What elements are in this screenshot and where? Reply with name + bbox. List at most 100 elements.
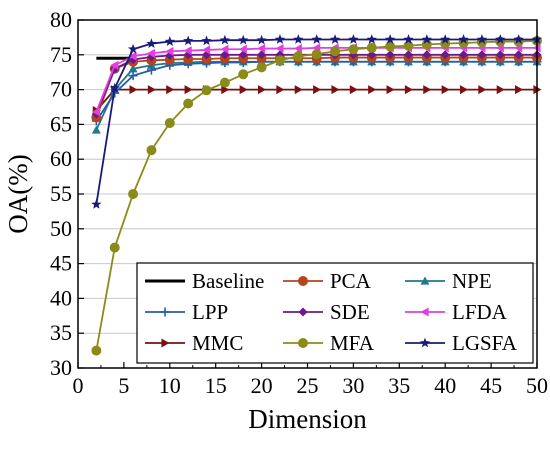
legend-swatch-marker bbox=[298, 276, 308, 286]
point-mfa bbox=[366, 42, 377, 53]
point-mmc bbox=[441, 85, 450, 95]
x-tick-label: 40 bbox=[434, 373, 456, 398]
legend-label: SDE bbox=[330, 300, 370, 324]
point-mfa bbox=[385, 41, 396, 52]
point-mmc bbox=[423, 85, 432, 95]
legend-entry-baseline: Baseline bbox=[145, 269, 264, 293]
point-mfa bbox=[201, 85, 212, 96]
point-mfa bbox=[91, 345, 102, 356]
point-lgsfa bbox=[366, 34, 377, 44]
point-npe bbox=[128, 64, 138, 73]
point-mmc bbox=[294, 85, 303, 95]
point-sde bbox=[514, 50, 524, 60]
point-mmc bbox=[313, 85, 322, 95]
point-lgsfa bbox=[293, 34, 304, 44]
y-tick-label: 40 bbox=[50, 285, 72, 310]
x-tick-label: 25 bbox=[297, 373, 319, 398]
point-sde bbox=[440, 50, 450, 60]
point-lgsfa bbox=[146, 38, 157, 49]
y-tick-label: 70 bbox=[50, 77, 72, 102]
point-lfda bbox=[202, 45, 211, 55]
point-lgsfa bbox=[311, 34, 322, 44]
point-lfda bbox=[293, 44, 302, 54]
legend-swatch-marker bbox=[419, 337, 431, 348]
point-lfda bbox=[275, 44, 284, 54]
point-mmc bbox=[349, 85, 358, 95]
y-tick-label: 50 bbox=[50, 216, 72, 241]
y-axis-label: OA(%) bbox=[3, 154, 33, 233]
point-mfa bbox=[311, 49, 322, 60]
point-lgsfa bbox=[440, 34, 451, 44]
point-lgsfa bbox=[329, 34, 341, 44]
legend-swatch-marker bbox=[298, 338, 308, 348]
point-lgsfa bbox=[458, 34, 469, 44]
legend-entry-mmc: MMC bbox=[145, 331, 243, 355]
x-tick-label: 45 bbox=[480, 373, 502, 398]
y-tick-label: 55 bbox=[50, 181, 72, 206]
y-tick-label: 30 bbox=[50, 355, 72, 380]
point-mmc bbox=[404, 85, 413, 95]
legend-entry-lgsfa: LGSFA bbox=[405, 331, 518, 355]
legend-entry-npe: NPE bbox=[405, 269, 492, 293]
point-mfa bbox=[109, 242, 120, 253]
point-mfa bbox=[238, 69, 249, 80]
point-mfa bbox=[330, 46, 341, 57]
y-tick-label: 75 bbox=[50, 42, 72, 67]
x-tick-label: 0 bbox=[73, 373, 84, 398]
legend-label: NPE bbox=[452, 269, 492, 293]
x-tick-label: 5 bbox=[118, 373, 129, 398]
x-tick-label: 35 bbox=[388, 373, 410, 398]
legend-swatch-marker bbox=[420, 307, 429, 317]
point-mmc bbox=[331, 85, 340, 95]
point-lgsfa bbox=[476, 34, 488, 44]
point-lgsfa bbox=[127, 43, 139, 54]
legend-label: LPP bbox=[192, 300, 228, 324]
legend-label: MFA bbox=[330, 331, 375, 355]
point-sde bbox=[495, 50, 505, 60]
point-lgsfa bbox=[91, 199, 102, 209]
point-mfa bbox=[274, 55, 285, 66]
point-lgsfa bbox=[495, 34, 506, 44]
point-lfda bbox=[220, 44, 229, 54]
point-npe bbox=[91, 125, 101, 134]
legend: Baseline LPP MMC PCA SDE MFA NPE LFDA LGSFA bbox=[136, 262, 534, 364]
point-lgsfa bbox=[109, 82, 120, 93]
point-mmc bbox=[386, 85, 395, 95]
point-mmc bbox=[147, 85, 156, 95]
legend-entry-lpp: LPP bbox=[145, 300, 228, 324]
point-lgsfa bbox=[183, 35, 194, 46]
point-mmc bbox=[184, 85, 193, 95]
x-tick-label: 15 bbox=[205, 373, 227, 398]
point-mmc bbox=[515, 85, 524, 95]
point-sde bbox=[422, 50, 432, 60]
x-tick-label: 10 bbox=[159, 373, 181, 398]
point-mfa bbox=[164, 118, 175, 129]
point-mfa bbox=[348, 44, 359, 55]
x-tick-label: 30 bbox=[342, 373, 364, 398]
y-tick-label: 35 bbox=[50, 320, 72, 345]
point-mfa bbox=[183, 98, 194, 109]
y-tick-label: 45 bbox=[50, 251, 72, 276]
legend-label: MMC bbox=[192, 331, 243, 355]
point-lgsfa bbox=[513, 34, 524, 44]
point-lgsfa bbox=[348, 34, 359, 44]
legend-label: LFDA bbox=[452, 300, 508, 324]
point-mfa bbox=[403, 40, 414, 51]
point-lgsfa bbox=[219, 34, 231, 45]
legend-swatch-marker bbox=[298, 307, 308, 317]
point-mmc bbox=[166, 85, 175, 95]
point-mmc bbox=[276, 85, 285, 95]
legend-label: PCA bbox=[330, 269, 372, 293]
point-lfda bbox=[165, 46, 174, 56]
legend-entry-pca: PCA bbox=[283, 269, 372, 293]
point-lpp bbox=[146, 65, 156, 75]
series-mmc bbox=[92, 85, 542, 115]
point-lfda bbox=[146, 48, 156, 58]
x-axis-label: Dimension bbox=[248, 404, 367, 434]
point-lfda bbox=[110, 60, 119, 70]
point-lgsfa bbox=[164, 36, 175, 46]
legend-entry-mfa: MFA bbox=[283, 331, 375, 355]
point-mfa bbox=[256, 62, 267, 73]
point-lfda bbox=[91, 107, 100, 117]
